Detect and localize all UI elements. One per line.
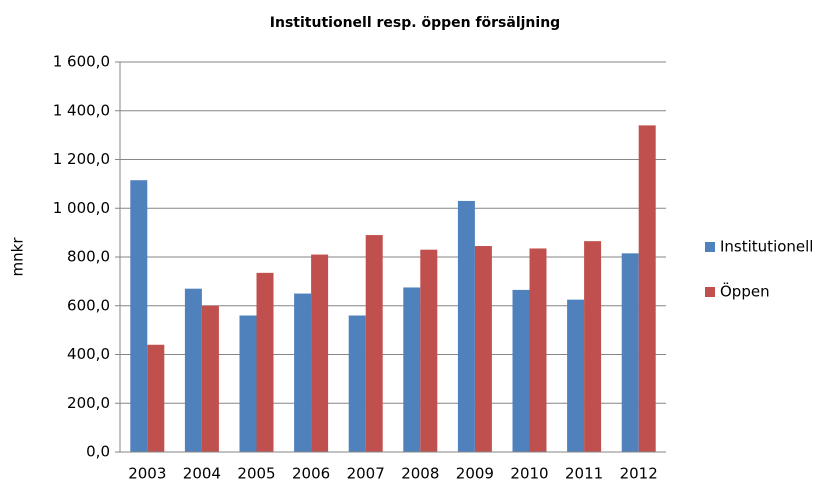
x-tick-label: 2006 <box>292 465 330 483</box>
bar <box>239 315 257 452</box>
y-axis-label: mnkr <box>9 237 27 277</box>
bar <box>584 241 602 452</box>
bar <box>348 315 366 452</box>
legend-label: Institutionell <box>720 238 813 256</box>
bar <box>638 125 656 452</box>
bar <box>256 272 274 452</box>
x-tick-label: 2010 <box>510 465 548 483</box>
legend-label: Öppen <box>720 282 770 301</box>
bar <box>365 235 383 452</box>
y-tick-label: 1 200,0 <box>53 150 110 168</box>
x-tick-label: 2009 <box>456 465 494 483</box>
legend-swatch <box>705 287 715 297</box>
bar <box>147 344 165 452</box>
y-tick-label: 1 600,0 <box>53 53 110 71</box>
x-tick-label: 2004 <box>183 465 221 483</box>
bar <box>311 254 329 452</box>
legend-swatch <box>705 242 715 252</box>
y-tick-label: 400,0 <box>67 345 110 363</box>
bar <box>420 249 438 452</box>
y-tick-label: 1 400,0 <box>53 101 110 119</box>
y-tick-label: 800,0 <box>67 248 110 266</box>
bar <box>403 287 421 452</box>
y-tick-label: 600,0 <box>67 296 110 314</box>
bar <box>621 253 639 452</box>
bar <box>567 299 585 452</box>
x-tick-label: 2011 <box>565 465 603 483</box>
bar <box>294 293 312 452</box>
bar <box>512 289 530 452</box>
y-tick-label: 0,0 <box>86 443 110 461</box>
x-tick-label: 2012 <box>620 465 658 483</box>
x-tick-label: 2003 <box>128 465 166 483</box>
chart-title: Institutionell resp. öppen försäljning <box>270 15 560 31</box>
y-tick-label: 1 000,0 <box>53 199 110 217</box>
bar <box>130 180 148 452</box>
bar <box>529 248 547 452</box>
y-tick-label: 200,0 <box>67 394 110 412</box>
bar <box>457 200 475 452</box>
bar <box>184 288 202 452</box>
x-tick-label: 2005 <box>237 465 275 483</box>
x-tick-label: 2007 <box>347 465 385 483</box>
bar <box>474 246 492 452</box>
x-tick-label: 2008 <box>401 465 439 483</box>
bar <box>201 305 219 452</box>
